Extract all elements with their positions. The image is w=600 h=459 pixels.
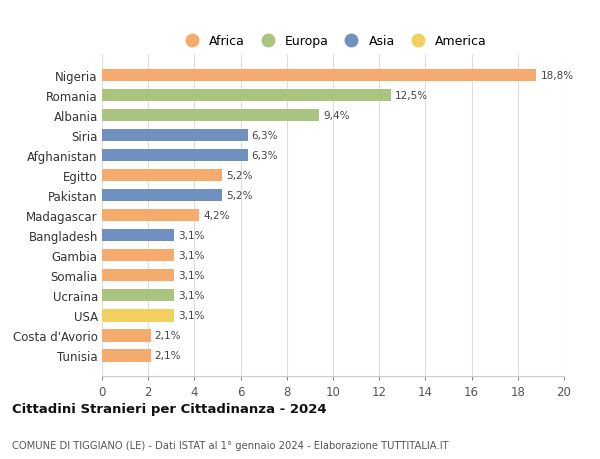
Bar	[102, 190, 222, 202]
Bar	[102, 230, 173, 242]
Legend: Africa, Europa, Asia, America: Africa, Europa, Asia, America	[176, 33, 490, 50]
Bar	[102, 90, 391, 102]
Bar	[102, 169, 222, 182]
Text: 6,3%: 6,3%	[251, 131, 278, 141]
Text: 3,1%: 3,1%	[178, 291, 204, 301]
Text: COMUNE DI TIGGIANO (LE) - Dati ISTAT al 1° gennaio 2024 - Elaborazione TUTTITALI: COMUNE DI TIGGIANO (LE) - Dati ISTAT al …	[12, 440, 449, 450]
Text: 2,1%: 2,1%	[155, 351, 181, 361]
Bar	[102, 210, 199, 222]
Text: 18,8%: 18,8%	[541, 71, 574, 81]
Bar	[102, 309, 173, 322]
Bar	[102, 269, 173, 282]
Bar	[102, 290, 173, 302]
Bar	[102, 330, 151, 342]
Text: 2,1%: 2,1%	[155, 330, 181, 341]
Text: 3,1%: 3,1%	[178, 271, 204, 280]
Text: 12,5%: 12,5%	[395, 91, 428, 101]
Text: 3,1%: 3,1%	[178, 251, 204, 261]
Text: 9,4%: 9,4%	[323, 111, 350, 121]
Bar	[102, 129, 248, 142]
Text: 5,2%: 5,2%	[226, 191, 253, 201]
Text: Cittadini Stranieri per Cittadinanza - 2024: Cittadini Stranieri per Cittadinanza - 2…	[12, 403, 326, 415]
Bar	[102, 110, 319, 122]
Text: 3,1%: 3,1%	[178, 231, 204, 241]
Bar	[102, 70, 536, 82]
Text: 4,2%: 4,2%	[203, 211, 230, 221]
Bar	[102, 250, 173, 262]
Text: 5,2%: 5,2%	[226, 171, 253, 181]
Bar	[102, 349, 151, 362]
Bar	[102, 150, 248, 162]
Text: 3,1%: 3,1%	[178, 311, 204, 321]
Text: 6,3%: 6,3%	[251, 151, 278, 161]
